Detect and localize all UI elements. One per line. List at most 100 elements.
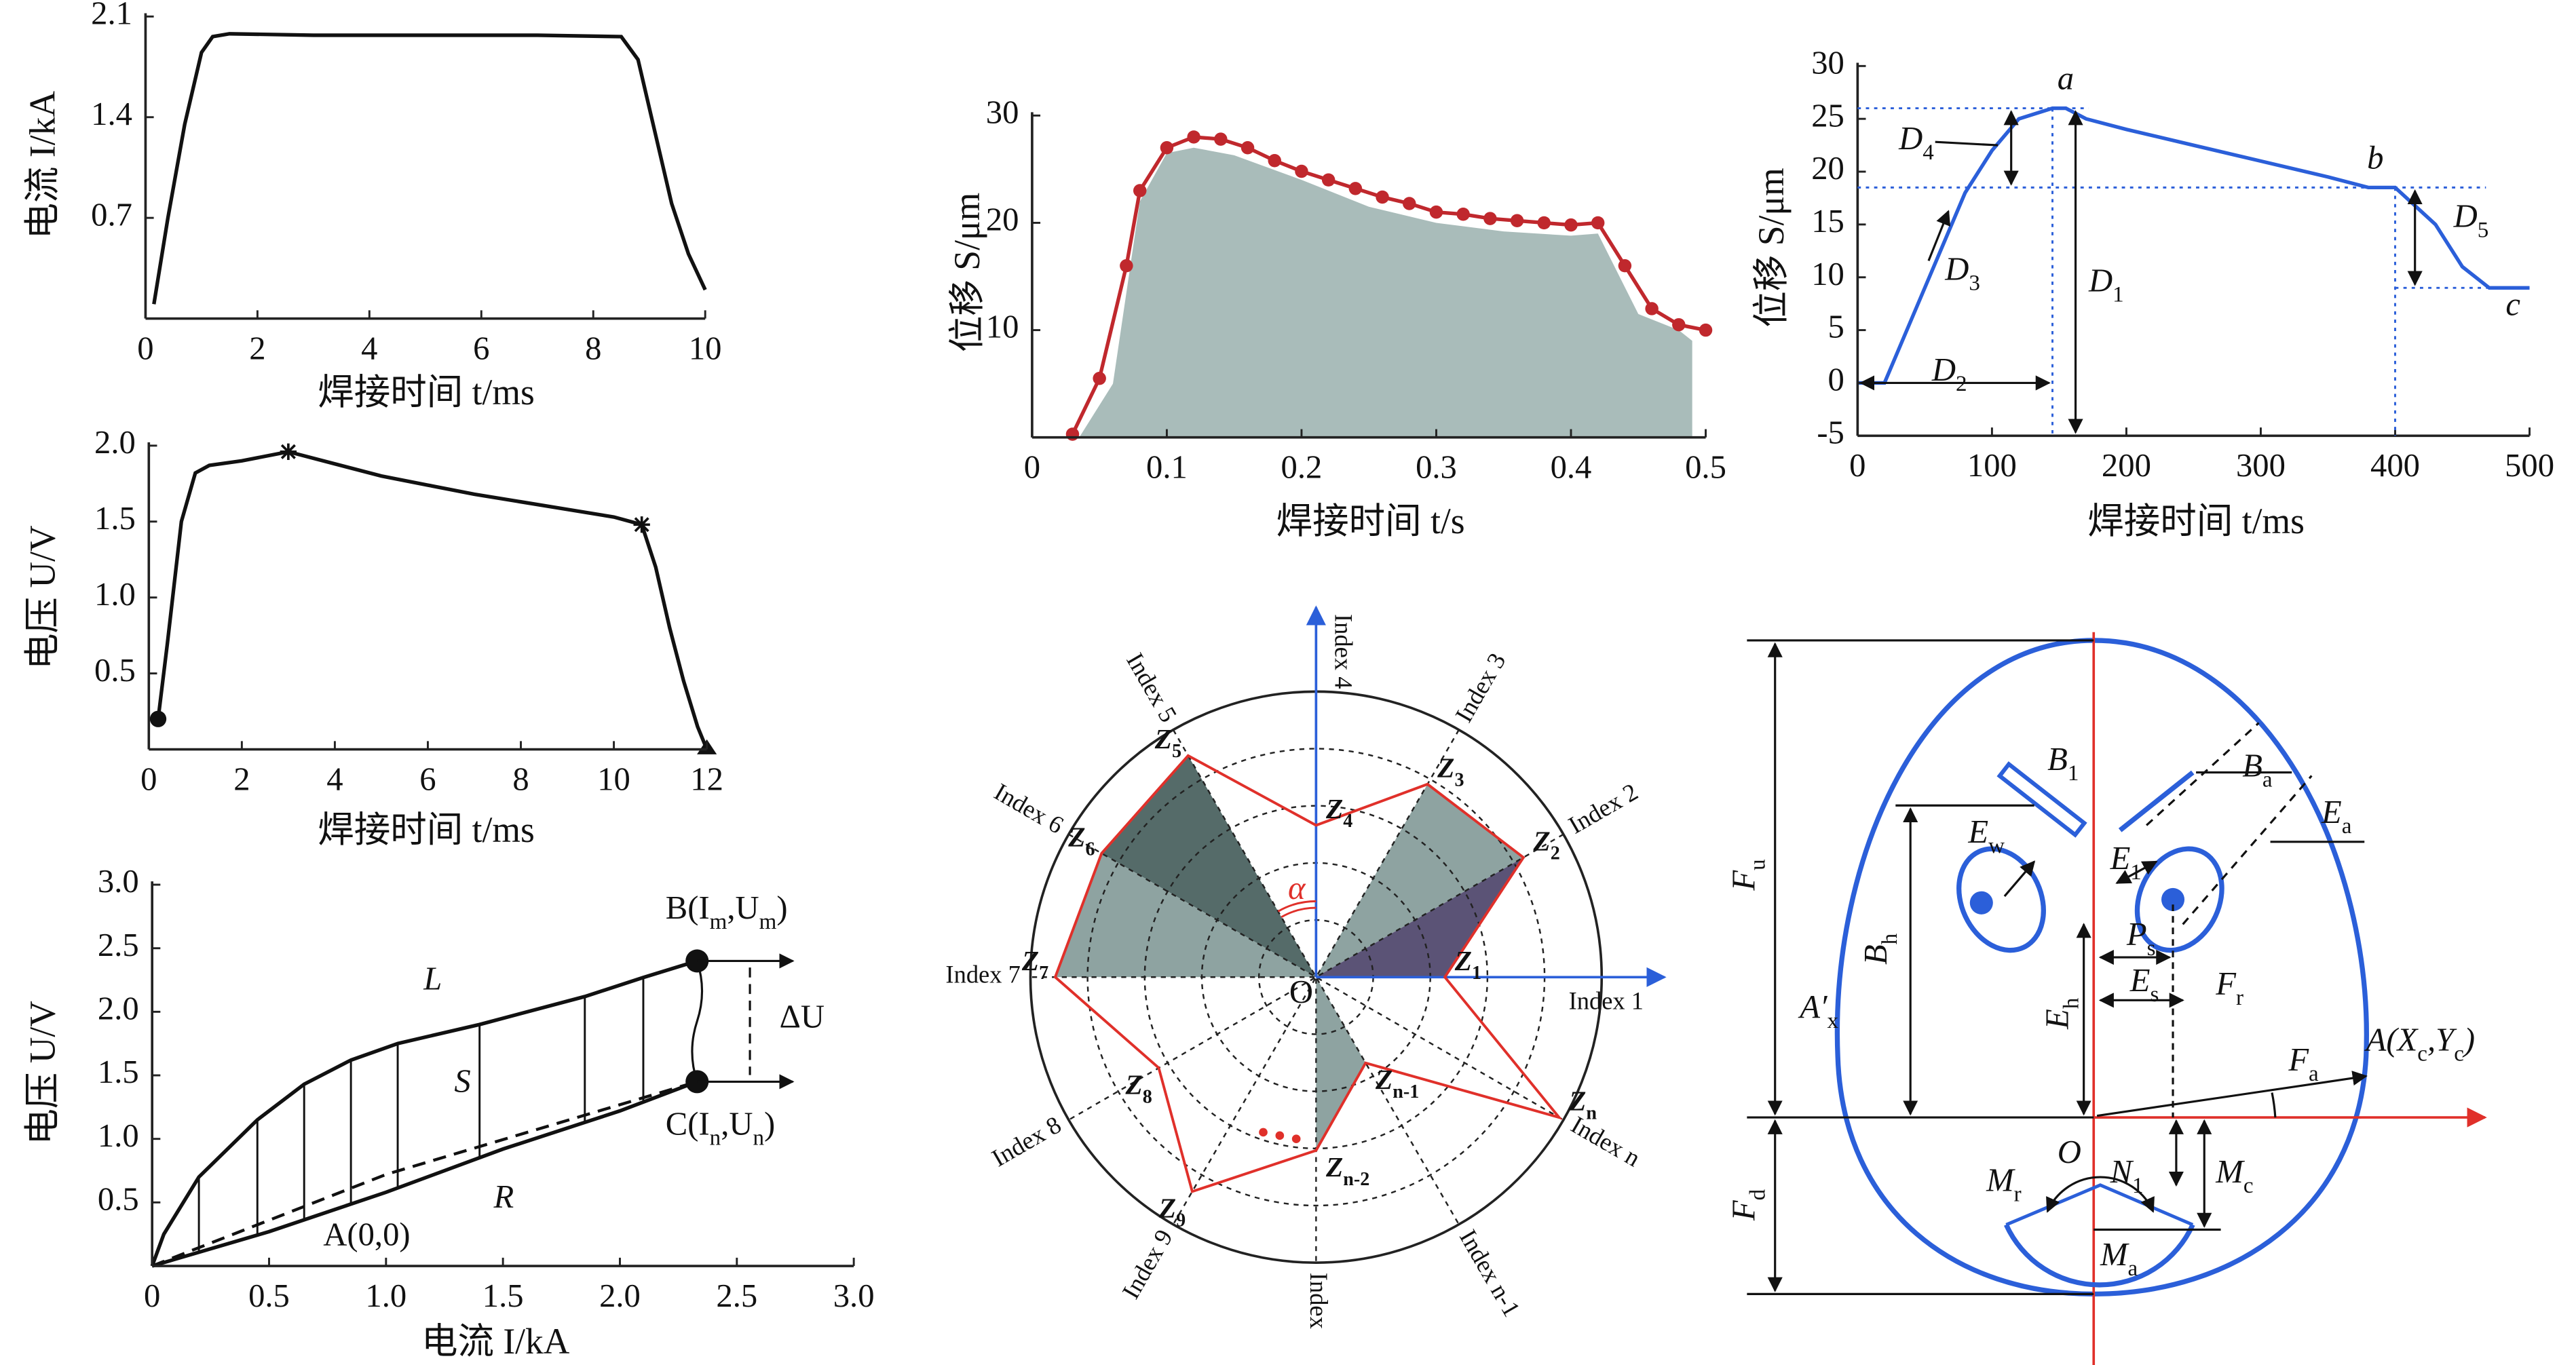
index-label: Index n: [1566, 1111, 1645, 1172]
x-axis-label: 焊接时间 t/ms: [318, 809, 535, 850]
annotation: D1: [2088, 263, 2124, 307]
label-subscript: a: [2309, 1061, 2319, 1085]
point: [280, 443, 297, 460]
label-subscript: 5: [1172, 741, 1181, 762]
angle-arc: [1281, 906, 1317, 919]
y-tick-label: -5: [1817, 414, 1844, 450]
label-subscript: h: [2059, 997, 2083, 1009]
label-subscript: 8: [1143, 1086, 1152, 1107]
face-label: Mr: [1986, 1162, 2022, 1206]
face-diagram: [1747, 632, 2487, 1365]
label-part: M: [2215, 1153, 2245, 1190]
label-part: F: [2288, 1041, 2309, 1078]
y-tick-label: 2.5: [98, 927, 139, 963]
x-tick-label: 8: [512, 761, 529, 797]
line: [156, 450, 709, 750]
label-part: D: [1944, 251, 1969, 288]
label-subscript: 1: [2132, 1174, 2144, 1198]
label-part: D: [1931, 351, 1956, 388]
label-subscript: n: [710, 1126, 721, 1150]
label-part: ): [776, 889, 787, 926]
label-subscript: d: [1745, 1189, 1770, 1200]
y-tick-label: 30: [1811, 44, 1844, 81]
label-part: ,U: [727, 889, 759, 926]
label-subscript: h: [1878, 933, 1902, 944]
line: [1857, 106, 2530, 385]
label-part: C(I: [666, 1106, 710, 1142]
x-tick-label: 4: [326, 761, 343, 797]
leader-line: [1935, 140, 1999, 147]
index-label: Index: [1305, 1273, 1333, 1329]
face-label: Es: [2129, 962, 2159, 1006]
face-label: Ma: [2100, 1236, 2138, 1280]
label-part: E: [2129, 962, 2151, 999]
y-axis-label: 位移 S/μm: [1751, 168, 1792, 327]
label-subscript: 1: [2113, 282, 2124, 307]
x-tick-label: 1.0: [365, 1277, 406, 1314]
point: [633, 516, 650, 533]
index-label: Index n-1: [1454, 1225, 1526, 1321]
point-label: Z8: [1125, 1069, 1152, 1107]
point: [149, 710, 167, 727]
label-subscript: 4: [1922, 140, 1934, 165]
point: [1187, 130, 1200, 144]
y-tick-label: 3.0: [98, 863, 139, 900]
mouth: [2003, 1223, 2195, 1288]
x-tick-label: 400: [2370, 447, 2420, 484]
point: [1591, 216, 1605, 230]
label-part: Z: [1158, 1193, 1176, 1224]
label-part: Z: [1568, 1085, 1586, 1117]
label-part: Z: [1067, 822, 1085, 853]
point: [1537, 216, 1551, 230]
label-part: S: [454, 1063, 470, 1100]
index-label: Index 7: [945, 961, 1020, 988]
y-axis-label: 电流 I/kA: [22, 91, 63, 239]
x-tick-label: 300: [2236, 447, 2286, 484]
label-part: B: [1857, 944, 1894, 965]
label-subscript: a: [2342, 813, 2352, 838]
y-tick-label: 10: [986, 309, 1019, 345]
annotation: S: [454, 1063, 470, 1100]
label-subscript: 2: [1551, 843, 1560, 864]
line: [151, 1079, 698, 1268]
face-label: Fr: [2215, 965, 2243, 1010]
y-tick-label: 5: [1828, 309, 1844, 345]
angle-arc: [1277, 900, 1317, 912]
point-label: Z9: [1158, 1193, 1186, 1231]
point: [1133, 184, 1147, 197]
label-part: B: [2047, 741, 2068, 777]
point: [1120, 258, 1133, 273]
label-subscript: w: [1988, 834, 2005, 858]
face-label: A′x: [1798, 988, 1838, 1033]
x-tick-label: 0.2: [1281, 449, 1323, 486]
x-axis-label: 焊接时间 t/s: [1276, 501, 1465, 541]
y-tick-label: 10: [1811, 256, 1844, 292]
label-part: ,Y: [2427, 1022, 2457, 1058]
label-subscript: c: [2454, 1041, 2464, 1066]
face-label: O: [2058, 1134, 2081, 1170]
point-label: Z3: [1437, 752, 1464, 790]
label-subscript: n-1: [1393, 1081, 1419, 1102]
angle-label: α: [1288, 870, 1306, 906]
point: [1564, 218, 1578, 232]
label-part: D: [2088, 263, 2113, 299]
line: [151, 1080, 698, 1268]
x-tick-label: 6: [419, 761, 436, 797]
face-label: B1: [2047, 741, 2079, 785]
x-tick-label: 500: [2505, 447, 2554, 484]
label-part: ΔU: [780, 999, 825, 1035]
x-axis-label: 焊接时间 t/ms: [2087, 501, 2305, 541]
y-tick-label: 1.5: [98, 1054, 139, 1090]
label-subscript: n: [1586, 1103, 1597, 1124]
point: [1240, 141, 1255, 155]
y-tick-label: 0.7: [91, 196, 132, 233]
radar-polygon: [1053, 754, 1563, 1193]
dimension-arrow: [2003, 860, 2036, 898]
index-label: Index 3: [1450, 648, 1511, 727]
label-part: N: [2110, 1153, 2134, 1190]
label-part: a: [2058, 60, 2074, 97]
x-tick-label: 0: [1024, 449, 1040, 486]
label-subscript: 3: [1969, 271, 1980, 295]
face-label: Fa: [2288, 1041, 2319, 1085]
